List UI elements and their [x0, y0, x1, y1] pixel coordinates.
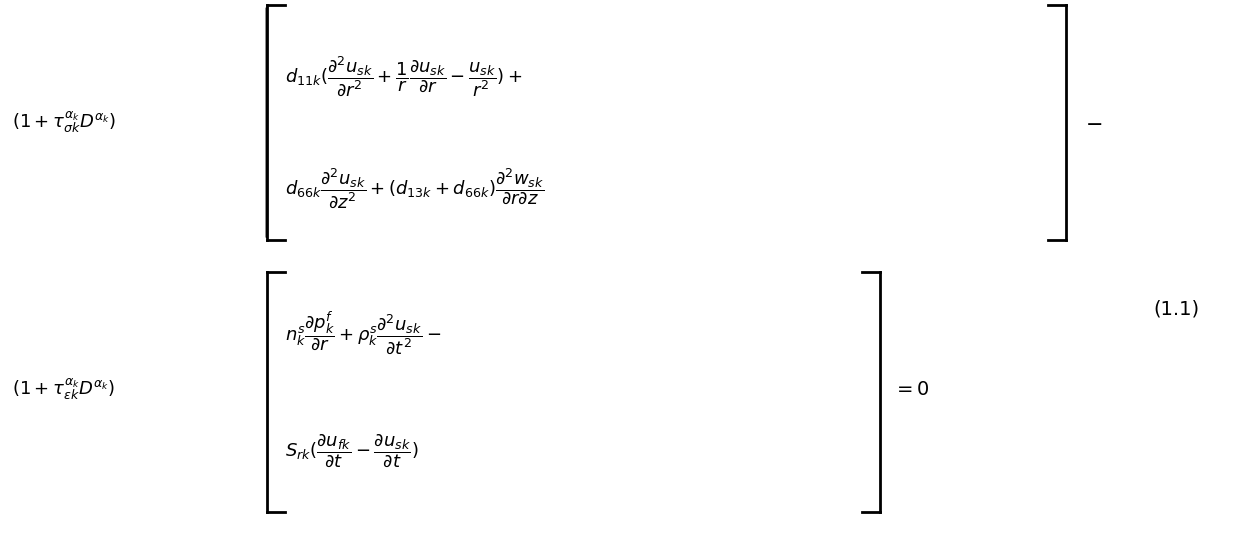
Text: (1.1): (1.1)	[1153, 300, 1199, 319]
Text: $S_{rk}(\dfrac{\partial u_{fk}}{\partial t}-\dfrac{\partial u_{sk}}{\partial t}): $S_{rk}(\dfrac{\partial u_{fk}}{\partial…	[285, 432, 419, 469]
Text: $=0$: $=0$	[893, 379, 930, 399]
Text: $(1+\tau_{\sigma k}^{\alpha_k}D^{\alpha_k})$: $(1+\tau_{\sigma k}^{\alpha_k}D^{\alpha_…	[12, 110, 117, 135]
Text: $(1+\tau_{\varepsilon k}^{\alpha_k}D^{\alpha_k})$: $(1+\tau_{\varepsilon k}^{\alpha_k}D^{\a…	[12, 376, 115, 402]
Text: $d_{11k}(\dfrac{\partial^2 u_{sk}}{\partial r^2}+\dfrac{1}{r}\dfrac{\partial u_{: $d_{11k}(\dfrac{\partial^2 u_{sk}}{\part…	[285, 55, 522, 99]
Text: $-$: $-$	[1085, 112, 1102, 133]
Text: $d_{66k}\dfrac{\partial^2 u_{sk}}{\partial z^2}+(d_{13k}+d_{66k})\dfrac{\partial: $d_{66k}\dfrac{\partial^2 u_{sk}}{\parti…	[285, 167, 544, 211]
Text: $n_{k}^{s}\dfrac{\partial p_{k}^{f}}{\partial r}+\rho_{k}^{s}\dfrac{\partial^2 u: $n_{k}^{s}\dfrac{\partial p_{k}^{f}}{\pa…	[285, 310, 441, 357]
